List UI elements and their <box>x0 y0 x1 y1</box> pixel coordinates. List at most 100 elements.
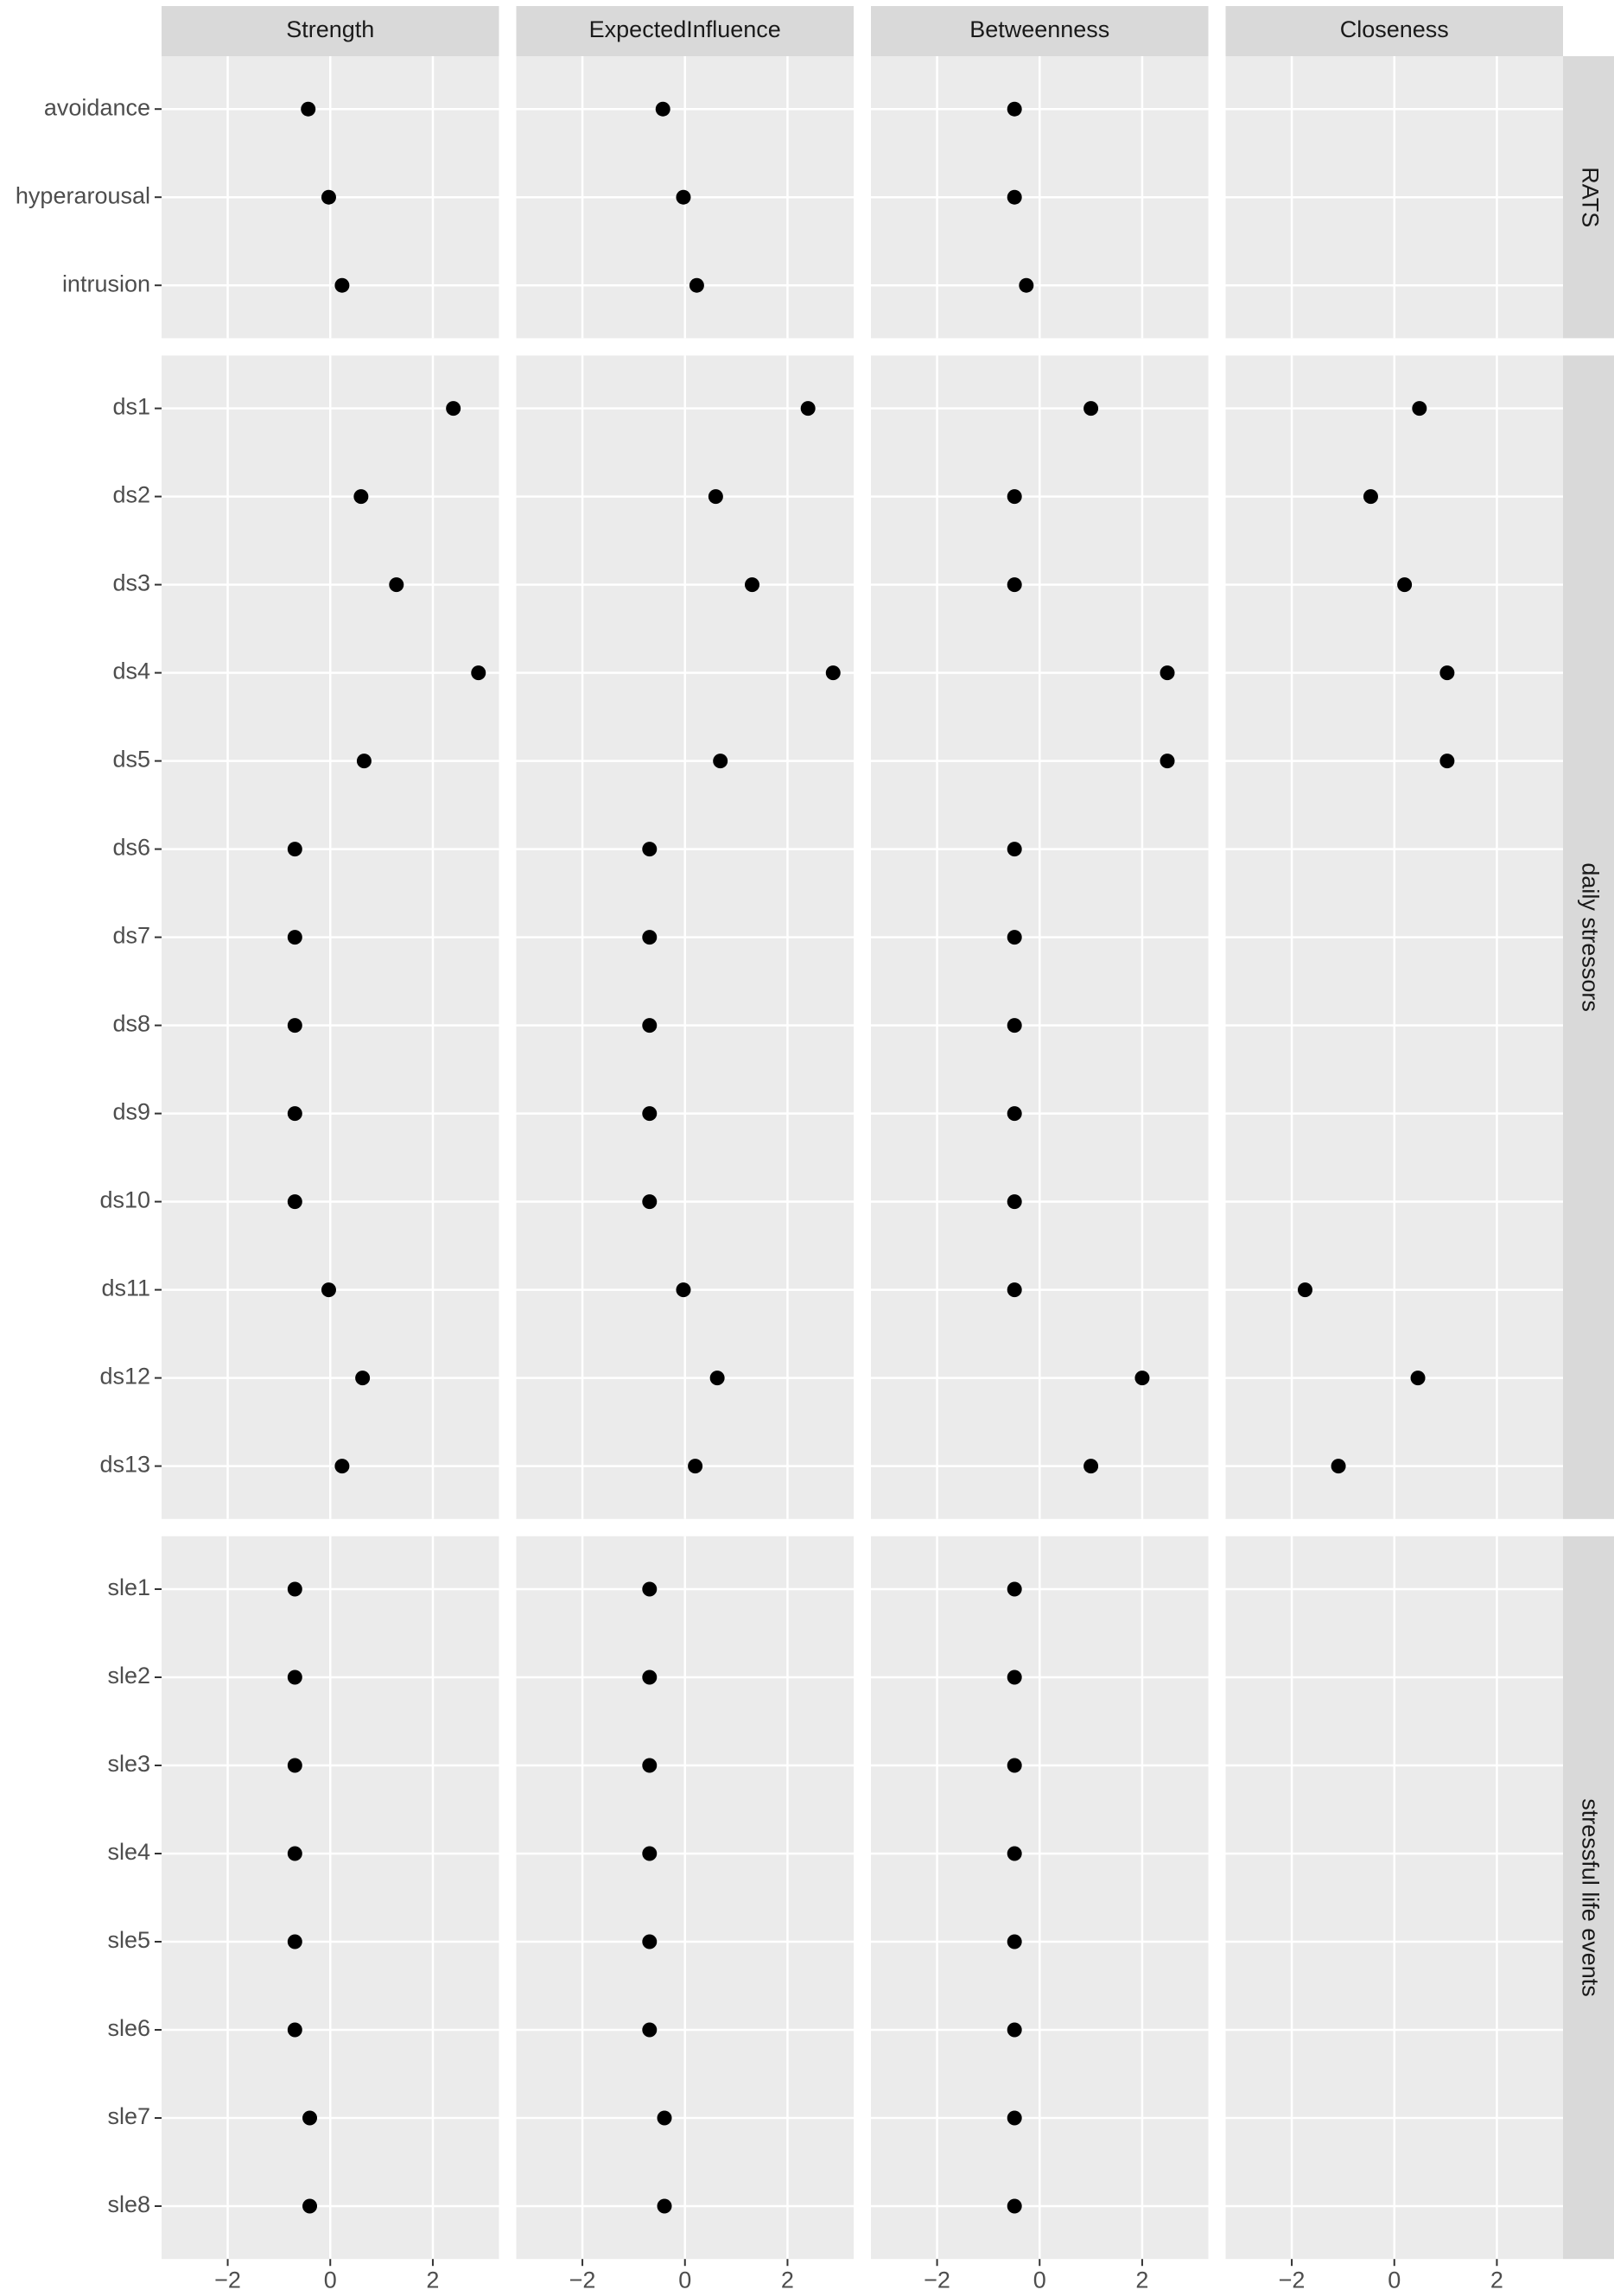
y-tick-label: ds6 <box>112 835 150 861</box>
y-tick-label: sle4 <box>107 1839 150 1865</box>
y-tick-label: sle2 <box>107 1663 150 1689</box>
point <box>744 577 759 593</box>
y-tick-label: sle1 <box>107 1574 150 1600</box>
point <box>1439 754 1455 769</box>
point <box>689 277 704 293</box>
row-strip-label: daily stressors <box>1577 862 1603 1012</box>
point <box>1019 277 1034 293</box>
point <box>1160 754 1175 769</box>
point <box>389 577 404 593</box>
row-strip <box>1563 1536 1614 2260</box>
point <box>1410 1371 1426 1386</box>
point <box>1007 1670 1022 1685</box>
point <box>642 1106 658 1122</box>
y-tick-label: ds9 <box>112 1099 150 1125</box>
column-strip-label: Betweenness <box>969 16 1109 42</box>
point <box>1134 1371 1150 1386</box>
x-tick-label: 2 <box>1490 2267 1503 2293</box>
point <box>1007 2110 1022 2126</box>
y-tick-label: avoidance <box>44 94 150 120</box>
point <box>353 489 369 505</box>
point <box>1331 1459 1346 1474</box>
x-tick-label: 0 <box>678 2267 691 2293</box>
row-strip-label: stressful life events <box>1577 1798 1603 1997</box>
point <box>642 1934 658 1949</box>
point <box>1439 665 1455 681</box>
point <box>708 489 723 505</box>
x-tick-label: −2 <box>214 2267 241 2293</box>
y-tick-label: ds12 <box>99 1364 150 1390</box>
point <box>676 1282 691 1298</box>
point <box>287 1934 302 1949</box>
point <box>1007 1846 1022 1861</box>
x-tick-label: −2 <box>569 2267 596 2293</box>
x-tick-label: 0 <box>1033 2267 1046 2293</box>
point <box>1007 101 1022 117</box>
point <box>1007 1194 1022 1210</box>
point <box>825 665 841 681</box>
point <box>1007 2198 1022 2214</box>
point <box>321 1282 336 1298</box>
point <box>334 1459 350 1474</box>
point <box>334 277 350 293</box>
point <box>1007 1581 1022 1597</box>
point <box>1007 1934 1022 1949</box>
point <box>642 1581 658 1597</box>
column-strip <box>516 6 854 56</box>
y-tick-label: ds4 <box>112 658 150 684</box>
x-tick-label: −2 <box>924 2267 950 2293</box>
column-strip <box>871 6 1209 56</box>
point <box>1397 577 1413 593</box>
y-tick-label: sle7 <box>107 2103 150 2129</box>
point <box>1363 489 1378 505</box>
point <box>1083 1459 1099 1474</box>
y-tick-label: hyperarousal <box>16 182 150 208</box>
point <box>471 665 486 681</box>
point <box>355 1371 371 1386</box>
point <box>655 101 670 117</box>
point <box>1412 401 1427 417</box>
point <box>446 401 461 417</box>
x-tick-label: 2 <box>1135 2267 1148 2293</box>
y-tick-label: sle3 <box>107 1751 150 1777</box>
point <box>301 101 316 117</box>
point <box>287 2022 302 2038</box>
y-tick-label: ds1 <box>112 394 150 420</box>
column-strip <box>1225 6 1563 56</box>
point <box>287 1018 302 1034</box>
y-tick-label: ds7 <box>112 923 150 949</box>
point <box>642 930 658 945</box>
y-tick-label: ds8 <box>112 1011 150 1037</box>
point <box>287 1581 302 1597</box>
point <box>356 754 372 769</box>
point <box>1007 1758 1022 1773</box>
point <box>642 1194 658 1210</box>
x-tick-label: 2 <box>781 2267 794 2293</box>
point <box>642 2022 658 2038</box>
point <box>676 189 691 205</box>
row-strip-label: RATS <box>1577 167 1603 227</box>
point <box>709 1371 725 1386</box>
y-tick-label: sle6 <box>107 2015 150 2041</box>
column-strip-label: Closeness <box>1340 16 1449 42</box>
y-tick-label: intrusion <box>62 270 150 296</box>
y-tick-label: ds10 <box>99 1187 150 1213</box>
y-tick-label: ds5 <box>112 747 150 773</box>
point <box>1007 1106 1022 1122</box>
column-strip-label: Strength <box>286 16 374 42</box>
x-tick-label: −2 <box>1279 2267 1306 2293</box>
x-tick-label: 0 <box>1388 2267 1401 2293</box>
point <box>1297 1282 1312 1298</box>
point <box>287 1846 302 1861</box>
y-tick-label: ds11 <box>101 1275 150 1301</box>
point <box>642 1758 658 1773</box>
row-strip <box>1563 355 1614 1519</box>
point <box>1007 1282 1022 1298</box>
point <box>800 401 816 417</box>
y-tick-label: sle5 <box>107 1927 150 1953</box>
y-tick-label: ds3 <box>112 570 150 596</box>
x-tick-label: 0 <box>324 2267 337 2293</box>
point <box>1083 401 1099 417</box>
point <box>1007 489 1022 505</box>
